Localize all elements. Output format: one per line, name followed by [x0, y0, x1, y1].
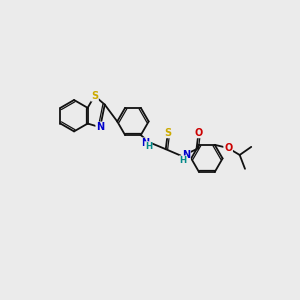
Text: N: N — [141, 138, 149, 148]
Text: N: N — [96, 122, 104, 132]
Text: H: H — [145, 142, 152, 151]
Text: N: N — [182, 150, 190, 160]
Text: O: O — [194, 128, 202, 138]
Text: S: S — [91, 91, 98, 101]
Text: O: O — [224, 143, 232, 153]
Text: S: S — [164, 128, 171, 138]
Text: H: H — [179, 156, 186, 165]
